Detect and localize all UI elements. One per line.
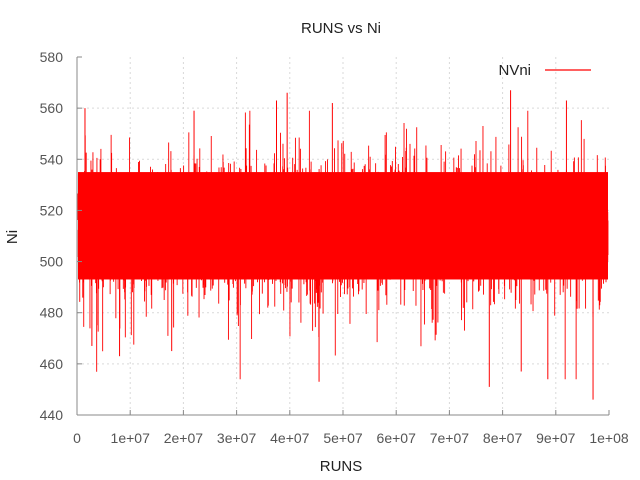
y-tick-label: 460	[40, 356, 64, 372]
x-tick-label: 5e+07	[323, 430, 363, 446]
x-tick-label: 1e+08	[589, 430, 629, 446]
x-tick-label: 1e+07	[111, 430, 151, 446]
x-tick-label: 0	[73, 430, 81, 446]
series-0	[77, 90, 609, 400]
y-tick-label: 440	[40, 407, 64, 423]
y-axis-label: Ni	[4, 230, 21, 244]
x-tick-label: 8e+07	[483, 430, 523, 446]
x-tick-label: 9e+07	[536, 430, 576, 446]
series-layer	[77, 90, 609, 400]
y-tick-label: 580	[40, 49, 64, 65]
y-tick-label: 480	[40, 305, 64, 321]
y-tick-label: 520	[40, 202, 64, 218]
x-tick-label: 4e+07	[270, 430, 310, 446]
x-tick-label: 7e+07	[430, 430, 470, 446]
legend-label: NVni	[498, 62, 531, 79]
x-tick-label: 3e+07	[217, 430, 257, 446]
x-axis-label: RUNS	[320, 458, 363, 475]
y-tick-label: 560	[40, 100, 64, 116]
ticks: 0 1e+07 2e+07 3e+07 4e+07 5e+07 6e+07 7e+07 8e+0…	[40, 49, 629, 446]
y-tick-label: 540	[40, 151, 64, 167]
y-tick-label: 500	[40, 254, 64, 270]
legend: NVni	[498, 62, 591, 79]
series-line	[77, 110, 609, 380]
x-tick-label: 6e+07	[377, 430, 417, 446]
chart-title: RUNS vs Ni	[301, 20, 381, 37]
x-tick-label: 2e+07	[164, 430, 204, 446]
